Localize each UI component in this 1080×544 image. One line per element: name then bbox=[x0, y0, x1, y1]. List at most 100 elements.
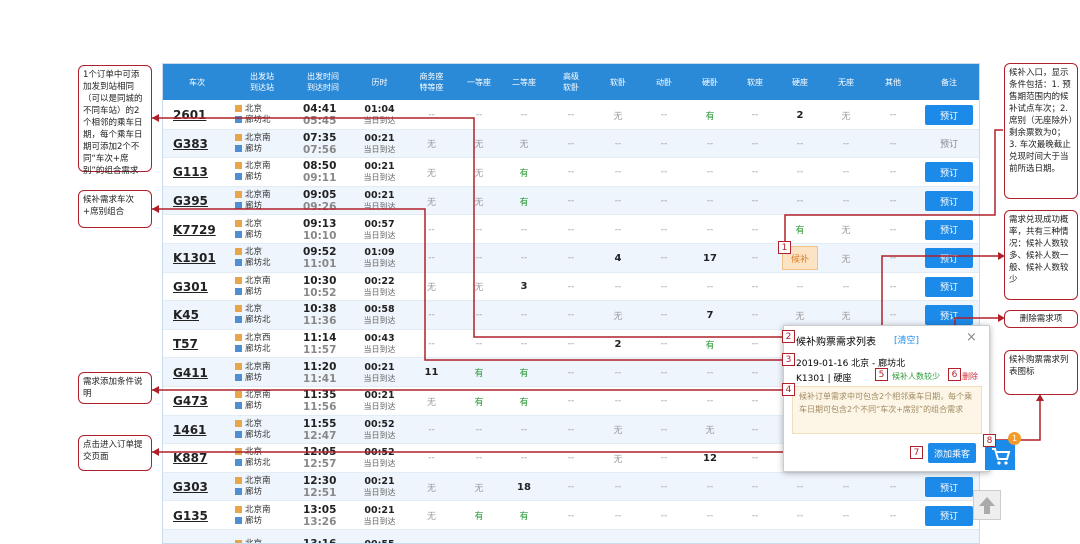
annotation-marker: 7 bbox=[910, 446, 923, 459]
book-button[interactable]: 预订 bbox=[925, 105, 973, 126]
from-station: 北京西 bbox=[235, 333, 271, 344]
train-number[interactable]: G395 bbox=[173, 194, 208, 209]
train-number[interactable]: K1301 bbox=[173, 251, 216, 266]
seat-availability: -- bbox=[520, 424, 528, 435]
cell: -- bbox=[641, 215, 687, 244]
header-text: 出发时间 bbox=[307, 72, 339, 81]
cell: 00:21 当日到达 bbox=[353, 130, 406, 159]
arrival-note: 当日到达 bbox=[363, 202, 396, 212]
cell: 北京南 廊坊 bbox=[231, 158, 293, 187]
book-button[interactable]: 预订 bbox=[925, 162, 973, 183]
train-number[interactable]: K7729 bbox=[173, 222, 216, 237]
cell: 有 bbox=[687, 330, 733, 359]
seat-availability: -- bbox=[751, 253, 759, 264]
seat-availability: -- bbox=[842, 510, 850, 521]
book-button[interactable]: 预订 bbox=[925, 248, 973, 269]
train-number[interactable]: G383 bbox=[173, 136, 208, 151]
cell: 10:38 11:36 bbox=[293, 301, 353, 330]
header-text: 二等座 bbox=[512, 77, 536, 87]
seat-availability: -- bbox=[428, 453, 435, 464]
seat-availability: -- bbox=[889, 196, 897, 207]
cell: 有 bbox=[501, 501, 547, 530]
train-number[interactable]: G411 bbox=[173, 365, 208, 380]
annotation-marker: 6 bbox=[948, 368, 961, 381]
train-number[interactable]: G473 bbox=[173, 394, 208, 409]
book-button[interactable]: 预订 bbox=[925, 191, 973, 212]
seat-availability: -- bbox=[567, 253, 575, 264]
train-number[interactable]: 2601 bbox=[173, 108, 207, 123]
cell: -- bbox=[733, 416, 777, 445]
clear-link[interactable]: [清空] bbox=[894, 336, 920, 346]
cell: G135 bbox=[163, 501, 231, 530]
book-button[interactable]: 预订 bbox=[925, 505, 973, 526]
arrival-note: 当日到达 bbox=[363, 173, 396, 183]
cell: 11:35 11:56 bbox=[293, 387, 353, 416]
annotation-marker: 8 bbox=[983, 434, 996, 447]
from-station: 北京南 bbox=[235, 476, 271, 487]
train-number[interactable]: T57 bbox=[173, 337, 198, 352]
row-background bbox=[163, 158, 979, 187]
train-number[interactable]: G301 bbox=[173, 279, 208, 294]
book-button[interactable]: 预订 bbox=[925, 219, 973, 240]
duration: 00:21 bbox=[364, 504, 395, 516]
cell: 北京南 廊坊 bbox=[231, 130, 293, 159]
departure-time: 13:05 bbox=[303, 503, 337, 516]
train-number[interactable]: 1461 bbox=[173, 422, 207, 437]
seat-availability: 无 bbox=[426, 140, 436, 151]
cell: 无 bbox=[457, 187, 501, 216]
seat-availability: -- bbox=[889, 281, 897, 292]
cell: 预订 bbox=[917, 473, 979, 502]
from-station: 北京 bbox=[235, 247, 262, 258]
arrival-note: 当日到达 bbox=[363, 230, 396, 240]
book-button[interactable]: 预订 bbox=[925, 477, 973, 498]
back-to-top[interactable] bbox=[973, 490, 1001, 520]
seat-availability: -- bbox=[567, 510, 575, 521]
seat-availability: -- bbox=[614, 367, 622, 378]
seat-availability: 无 bbox=[426, 168, 436, 179]
cell: 无 bbox=[595, 416, 641, 445]
row-background bbox=[163, 530, 979, 543]
seat-availability: -- bbox=[475, 424, 483, 435]
book-button[interactable]: 预订 bbox=[925, 305, 973, 326]
seat-availability: -- bbox=[660, 482, 668, 493]
to-station: 廊坊 bbox=[235, 516, 262, 527]
cell: -- bbox=[641, 416, 687, 445]
cell: 有 bbox=[501, 387, 547, 416]
seat-availability: -- bbox=[567, 339, 575, 350]
column-header: 车次 bbox=[163, 64, 231, 100]
cell: 无 bbox=[777, 301, 823, 330]
column-header: 出发站 到达站 bbox=[231, 64, 293, 100]
arrival-note: 当日到达 bbox=[363, 259, 396, 269]
train-number[interactable]: K887 bbox=[173, 451, 208, 466]
departure-time: 09:05 bbox=[303, 189, 337, 202]
column-header: 动卧 bbox=[641, 64, 687, 100]
cell: 无 bbox=[595, 101, 641, 130]
departure-time: 12:30 bbox=[303, 475, 337, 488]
train-number[interactable]: G113 bbox=[173, 165, 208, 180]
to-station: 廊坊 bbox=[235, 287, 262, 298]
train-number[interactable]: G135 bbox=[173, 508, 208, 523]
add-passenger-button[interactable]: 添加乘客 bbox=[928, 443, 976, 463]
seat-availability: -- bbox=[567, 196, 575, 207]
column-header: 二等座 bbox=[501, 64, 547, 100]
header-text: 硬座 bbox=[792, 77, 808, 87]
arrival-note: 当日到达 bbox=[363, 488, 396, 498]
book-button[interactable]: 预订 bbox=[925, 276, 973, 297]
close-button[interactable]: × bbox=[966, 330, 977, 345]
column-header: 历时 bbox=[353, 64, 406, 100]
cell: -- bbox=[547, 130, 595, 159]
arrival-time: 11:56 bbox=[303, 401, 337, 414]
train-number[interactable]: G303 bbox=[173, 480, 208, 495]
cell: 11 bbox=[406, 358, 457, 387]
delete-link[interactable]: 删除 bbox=[962, 372, 978, 381]
train-number[interactable]: K45 bbox=[173, 308, 199, 323]
to-station: 廊坊 bbox=[235, 144, 262, 155]
cell: -- bbox=[595, 187, 641, 216]
cell: -- bbox=[547, 215, 595, 244]
seat-availability: 无 bbox=[426, 397, 436, 408]
cell: -- bbox=[547, 387, 595, 416]
cart-badge: 1 bbox=[1008, 432, 1021, 445]
seat-availability: -- bbox=[614, 510, 622, 521]
cell: -- bbox=[406, 416, 457, 445]
cell: -- bbox=[823, 187, 869, 216]
